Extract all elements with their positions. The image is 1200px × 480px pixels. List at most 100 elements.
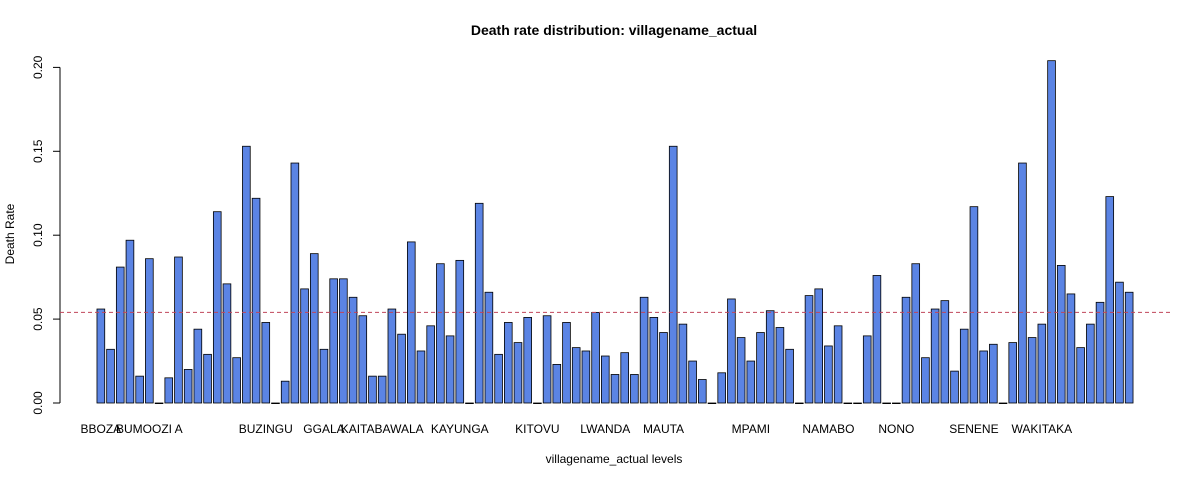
bar (581, 350, 591, 404)
x-category-label: MAUTA (643, 422, 684, 436)
bar (164, 377, 174, 404)
y-axis: 0.00 0.05 0.10 0.15 0.20 (31, 55, 61, 415)
bar (1095, 301, 1105, 404)
x-category-label: NONO (878, 422, 914, 436)
x-category-label: BUZINGU (239, 422, 293, 436)
bar (989, 343, 998, 404)
bar (571, 347, 581, 404)
y-tick-label: 0.10 (31, 223, 45, 247)
y-axis-label: Death Rate (3, 203, 17, 264)
bar (300, 288, 309, 404)
bar (639, 296, 649, 404)
bar (280, 380, 290, 404)
bar (940, 300, 950, 404)
bar (601, 355, 610, 404)
bar (1037, 323, 1047, 404)
bar (339, 278, 348, 404)
bar (1066, 293, 1076, 404)
x-category-label: NAMABO (802, 422, 854, 436)
bar (1056, 264, 1066, 404)
bar (319, 348, 329, 404)
bar (474, 202, 484, 404)
bar (882, 402, 891, 405)
bar (824, 345, 833, 404)
bar (659, 332, 668, 404)
bar (1027, 337, 1037, 404)
bar (1076, 347, 1085, 404)
bar (406, 241, 416, 404)
bar (707, 402, 717, 405)
bar (746, 360, 756, 404)
bar (154, 402, 164, 405)
bar (630, 374, 639, 404)
bar (290, 162, 300, 404)
bar (368, 375, 377, 404)
bar (145, 258, 154, 404)
bar (445, 335, 455, 404)
bar (862, 335, 872, 404)
bar (1008, 342, 1018, 404)
bar (106, 348, 115, 404)
bar (1105, 196, 1115, 404)
x-axis-label: villagename_actual levels (546, 452, 683, 466)
bar (436, 263, 445, 404)
bar (174, 256, 183, 404)
bar (533, 402, 542, 405)
bar (494, 353, 503, 404)
bar (416, 350, 426, 404)
bar (804, 295, 814, 404)
bar (426, 325, 435, 404)
bar (775, 327, 785, 404)
y-tick-label: 0.15 (31, 139, 45, 163)
bar (969, 206, 979, 404)
bar (397, 333, 406, 404)
bar (892, 402, 901, 405)
bar (135, 375, 144, 404)
bar (795, 402, 804, 405)
y-tick-label: 0.20 (31, 55, 45, 79)
x-category-label: GGALA (303, 422, 344, 436)
bar (872, 275, 882, 404)
bar (814, 288, 824, 404)
bar (242, 145, 251, 404)
bar (203, 353, 212, 404)
bar (921, 357, 930, 404)
bars-group (96, 60, 1134, 405)
bar (115, 266, 125, 404)
bar (562, 322, 571, 404)
bar (591, 311, 600, 404)
bar (727, 298, 736, 404)
y-tick-label: 0.05 (31, 307, 45, 331)
bar (756, 332, 765, 404)
bar (901, 296, 911, 404)
bar (765, 310, 775, 404)
bar (610, 374, 620, 404)
bar (1115, 281, 1124, 404)
bar (853, 402, 862, 405)
x-category-label: BBOZA (81, 422, 122, 436)
bar (698, 379, 707, 404)
x-category-label: WAKITAKA (1011, 422, 1072, 436)
bar (979, 350, 988, 404)
x-category-label: SENENE (949, 422, 998, 436)
bar (785, 348, 794, 404)
bar (513, 342, 523, 404)
bar (736, 337, 746, 404)
bar (1086, 323, 1095, 404)
bar (930, 308, 940, 404)
bar (668, 145, 678, 404)
bar (271, 402, 280, 405)
bar (1047, 60, 1056, 404)
x-category-label: LWANDA (580, 422, 630, 436)
bar (688, 360, 697, 404)
bar (504, 322, 513, 404)
bar (1124, 291, 1134, 404)
bar (542, 315, 552, 404)
x-category-label: KITOVU (515, 422, 559, 436)
bar (523, 317, 532, 404)
bar (125, 239, 135, 404)
bar (959, 328, 969, 404)
bar (212, 211, 222, 404)
